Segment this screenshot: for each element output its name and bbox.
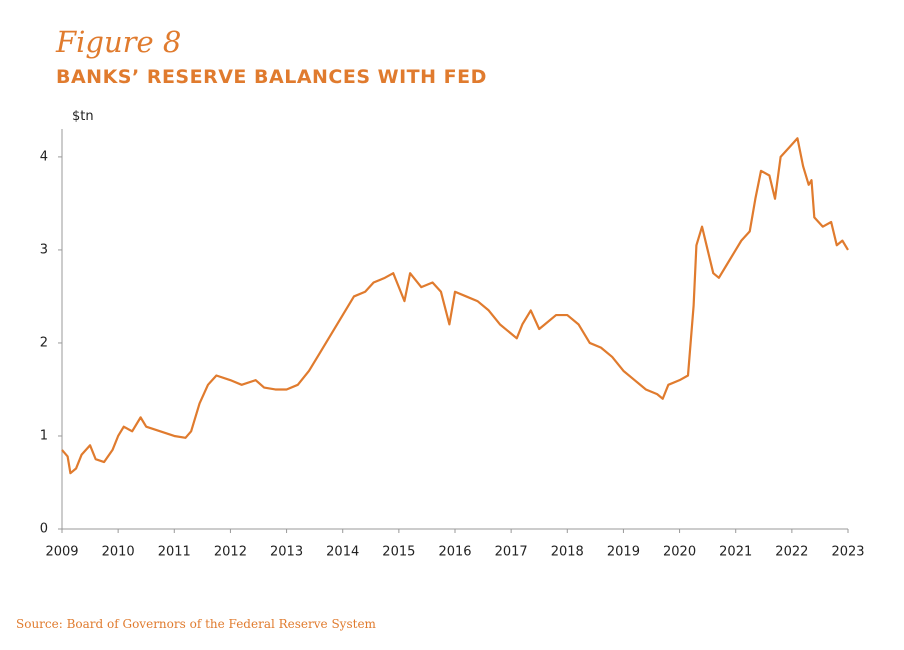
x-tick-label: 2018 bbox=[551, 545, 584, 560]
x-tick-label: 2020 bbox=[663, 545, 696, 560]
source-note: Source: Board of Governors of the Federa… bbox=[16, 617, 377, 631]
x-tick-label: 2019 bbox=[607, 545, 640, 560]
x-tick-label: 2016 bbox=[438, 545, 471, 560]
y-tick-label: 1 bbox=[40, 428, 48, 443]
data-line bbox=[61, 137, 849, 475]
y-axis-label: $tn bbox=[72, 109, 94, 124]
y-tick-label: 0 bbox=[40, 522, 48, 537]
x-tick-label: 2013 bbox=[270, 545, 303, 560]
chart-title: Figure 8 bbox=[55, 25, 181, 59]
x-tick-label: 2021 bbox=[719, 545, 752, 560]
y-tick-label: 3 bbox=[40, 242, 48, 257]
x-tick-label: 2009 bbox=[45, 545, 78, 560]
x-tick-label: 2023 bbox=[831, 545, 864, 560]
y-tick-label: 2 bbox=[40, 335, 48, 350]
x-tick-label: 2010 bbox=[102, 545, 135, 560]
y-tick-label: 4 bbox=[40, 149, 48, 164]
x-tick-label: 2017 bbox=[495, 545, 528, 560]
x-tick-label: 2022 bbox=[775, 545, 808, 560]
x-tick-label: 2011 bbox=[158, 545, 191, 560]
chart-subtitle: BANKS’ RESERVE BALANCES WITH FED bbox=[56, 66, 487, 88]
x-tick-label: 2015 bbox=[382, 545, 415, 560]
x-tick-label: 2014 bbox=[326, 545, 359, 560]
x-tick-label: 2012 bbox=[214, 545, 247, 560]
